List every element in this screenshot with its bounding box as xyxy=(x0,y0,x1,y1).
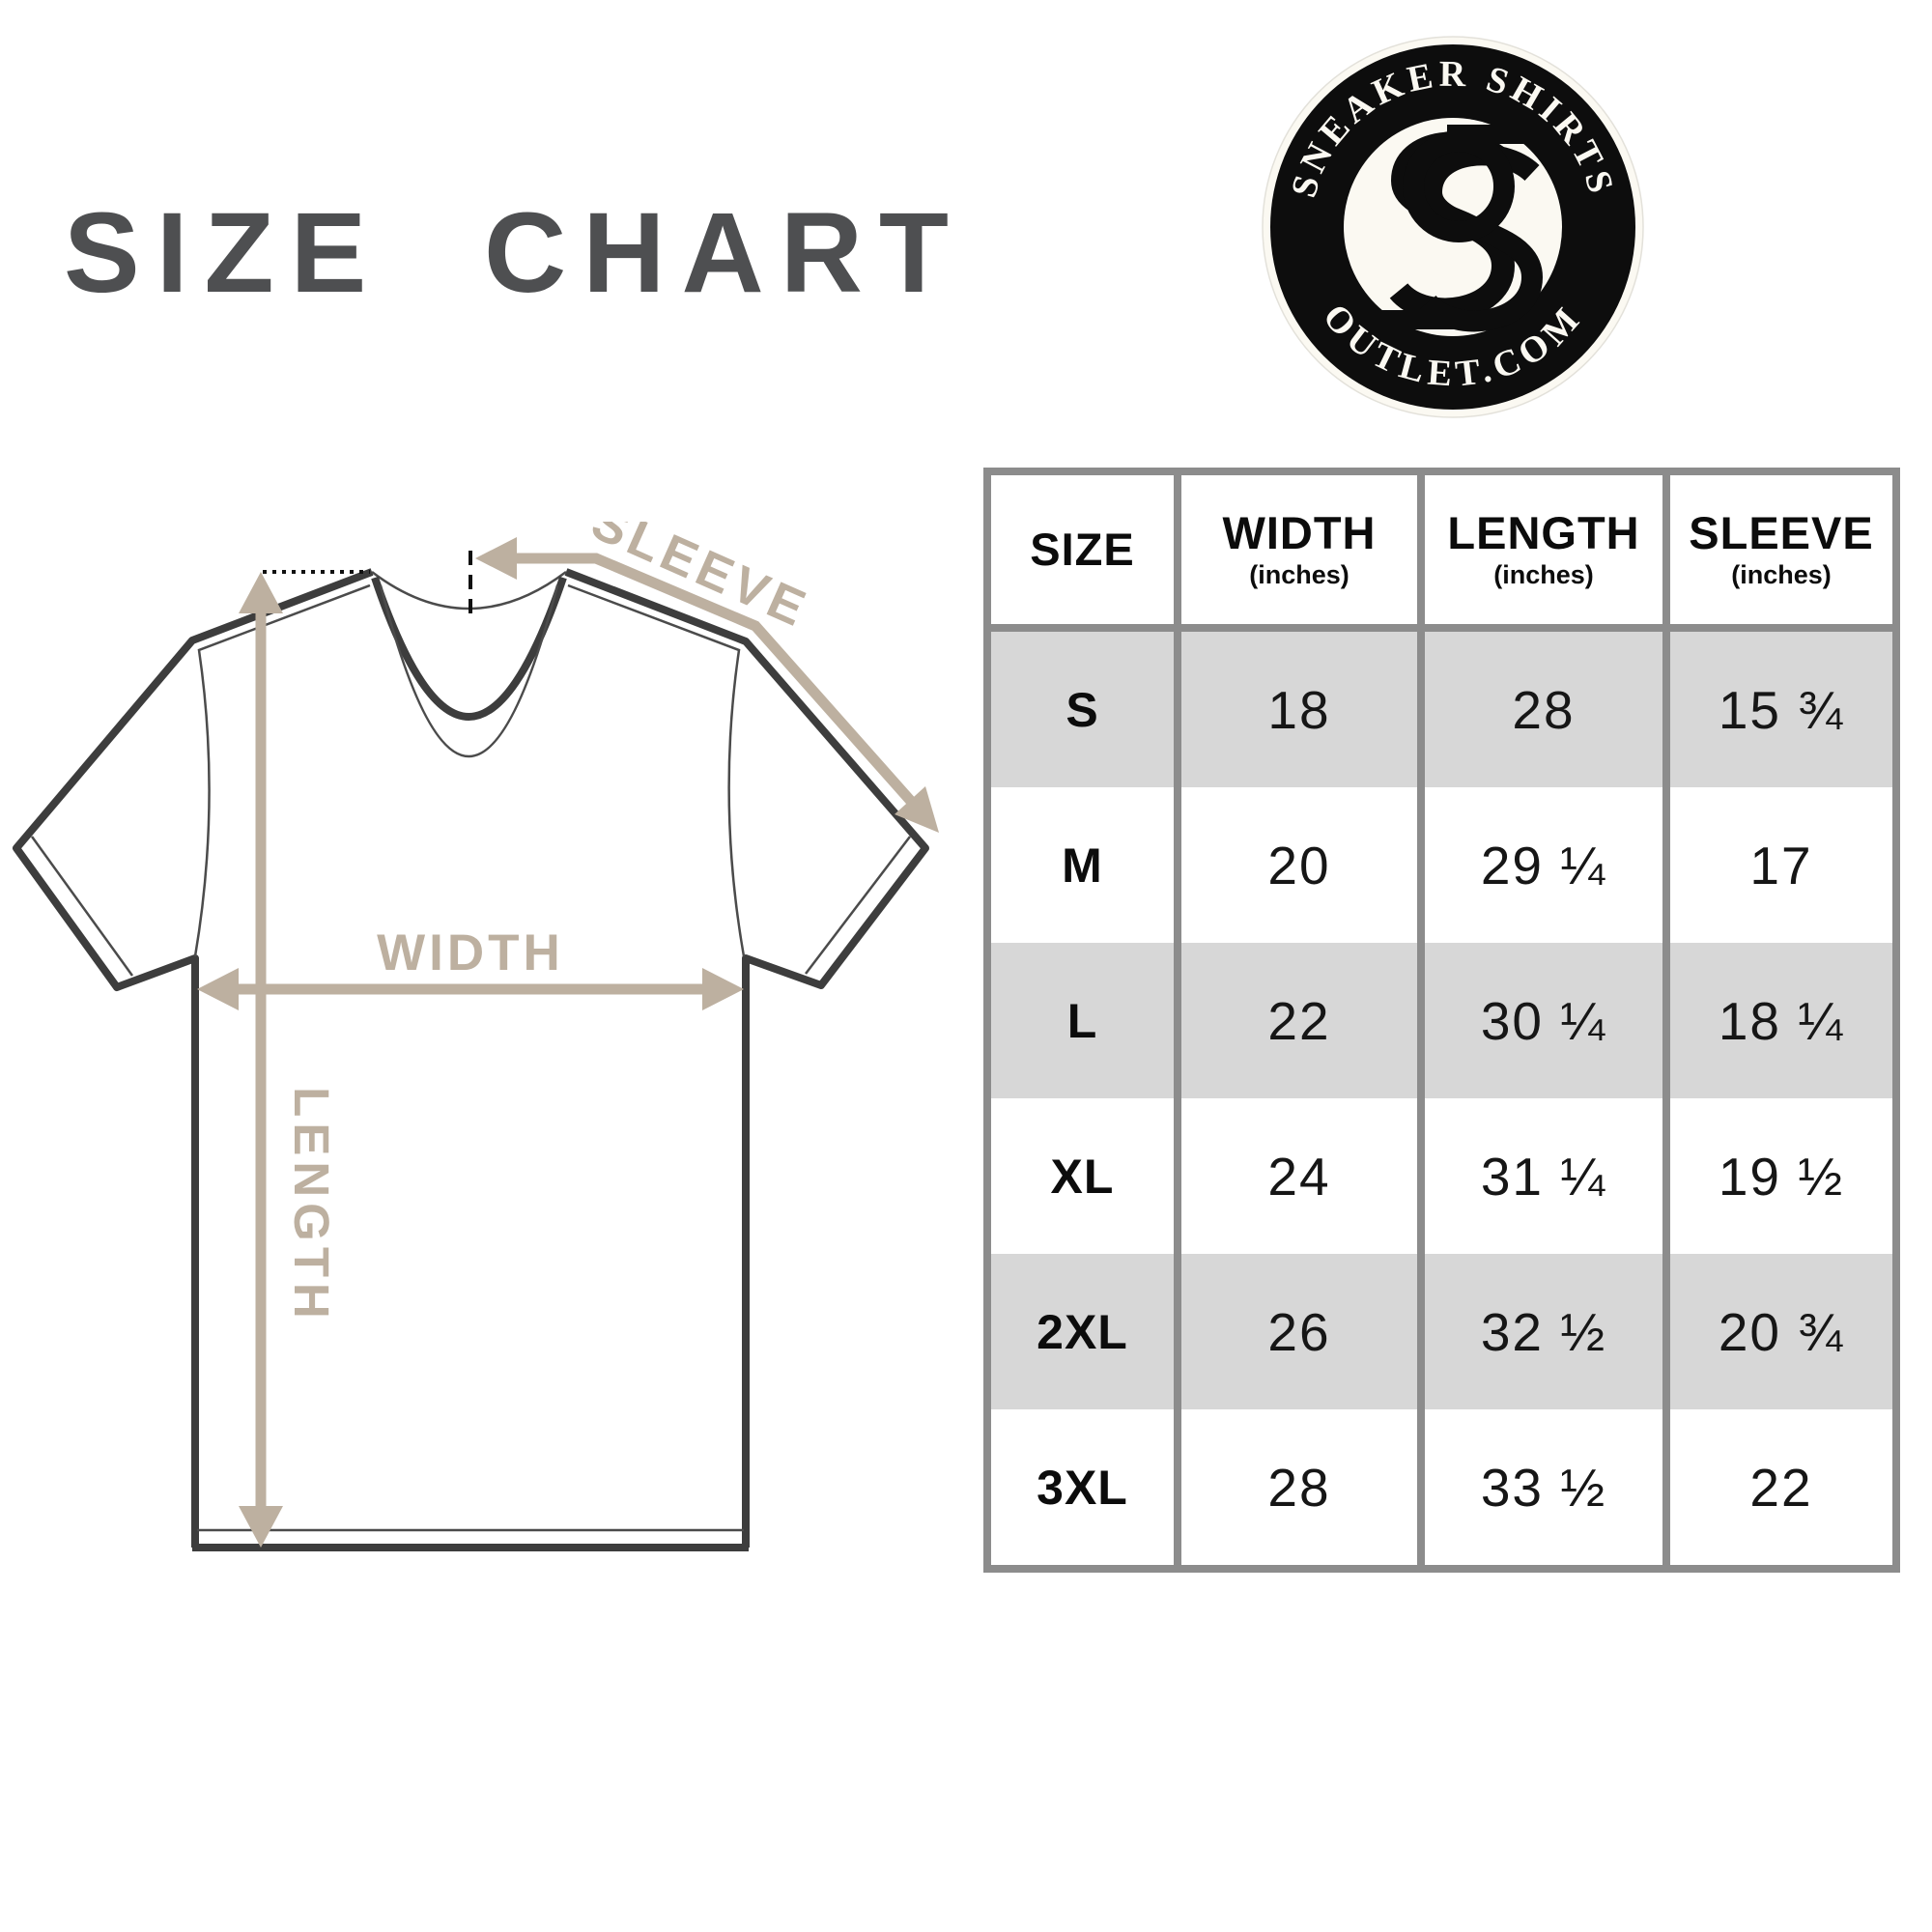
width-label: WIDTH xyxy=(377,924,564,981)
sleeve-cell: 19 ½ xyxy=(1670,1098,1892,1254)
size-cell: S xyxy=(991,632,1174,787)
size-cell: M xyxy=(991,787,1174,943)
size-cell: XL xyxy=(991,1098,1174,1254)
width-arrow xyxy=(197,968,744,1010)
header-cell-width: WIDTH (inches) xyxy=(1181,475,1417,624)
size-table-body: S 18 28 15 ¾ M 20 29 ¼ 17 L 22 30 ¼ 18 ¼… xyxy=(991,632,1892,1565)
header-cell-length: LENGTH (inches) xyxy=(1425,475,1662,624)
header-label: SLEEVE xyxy=(1689,506,1874,558)
width-cell: 26 xyxy=(1181,1254,1417,1409)
sleeve-cell: 18 ¼ xyxy=(1670,943,1892,1098)
tshirt-right-sleeve-stitch xyxy=(805,836,911,975)
tshirt-body-fill xyxy=(16,572,925,1548)
tshirt-right-armhole-seam xyxy=(567,583,746,957)
header-label: SIZE xyxy=(1030,524,1135,576)
header-cell-size: SIZE xyxy=(991,475,1174,624)
length-cell: 32 ½ xyxy=(1425,1254,1662,1409)
width-cell: 20 xyxy=(1181,787,1417,943)
length-cell: 30 ¼ xyxy=(1425,943,1662,1098)
size-chart-table: SIZE WIDTH (inches) LENGTH (inches) SLEE… xyxy=(983,468,1900,1573)
width-cell: 24 xyxy=(1181,1098,1417,1254)
sleeve-cell: 22 xyxy=(1670,1409,1892,1565)
sleeve-cell: 20 ¾ xyxy=(1670,1254,1892,1409)
logo-ss-monogram-icon xyxy=(1366,125,1544,332)
tshirt-outline xyxy=(13,568,929,1551)
sneaker-shirts-outlet-logo: SNEAKER SHIRTS OUTLET.COM xyxy=(1262,36,1644,418)
tshirt-measurement-diagram: WIDTH LENGTH SLEEVE xyxy=(13,522,939,1551)
header-label: WIDTH xyxy=(1222,506,1377,558)
header-sublabel: (inches) xyxy=(1731,560,1832,590)
size-cell: 3XL xyxy=(991,1409,1174,1565)
size-cell: 2XL xyxy=(991,1254,1174,1409)
header-sublabel: (inches) xyxy=(1493,560,1594,590)
size-cell: L xyxy=(991,943,1174,1098)
length-cell: 29 ¼ xyxy=(1425,787,1662,943)
length-arrow xyxy=(239,572,283,1548)
sleeve-arrow xyxy=(475,537,939,833)
width-cell: 28 xyxy=(1181,1409,1417,1565)
length-cell: 28 xyxy=(1425,632,1662,787)
header-sublabel: (inches) xyxy=(1249,560,1350,590)
tshirt-collar-rib-inner xyxy=(379,584,559,758)
tshirt-collar-rib-outer xyxy=(371,576,567,721)
page-title: SIZE CHART xyxy=(64,189,965,317)
length-cell: 31 ¼ xyxy=(1425,1098,1662,1254)
length-label: LENGTH xyxy=(284,1087,339,1324)
size-table-header-row: SIZE WIDTH (inches) LENGTH (inches) SLEE… xyxy=(991,475,1892,624)
header-label: LENGTH xyxy=(1447,506,1640,558)
tshirt-left-armhole-seam xyxy=(193,583,371,957)
header-cell-sleeve: SLEEVE (inches) xyxy=(1670,475,1892,624)
length-cell: 33 ½ xyxy=(1425,1409,1662,1565)
sleeve-cell: 17 xyxy=(1670,787,1892,943)
sleeve-cell: 15 ¾ xyxy=(1670,632,1892,787)
width-cell: 22 xyxy=(1181,943,1417,1098)
width-cell: 18 xyxy=(1181,632,1417,787)
tshirt-left-sleeve-stitch xyxy=(30,836,134,977)
